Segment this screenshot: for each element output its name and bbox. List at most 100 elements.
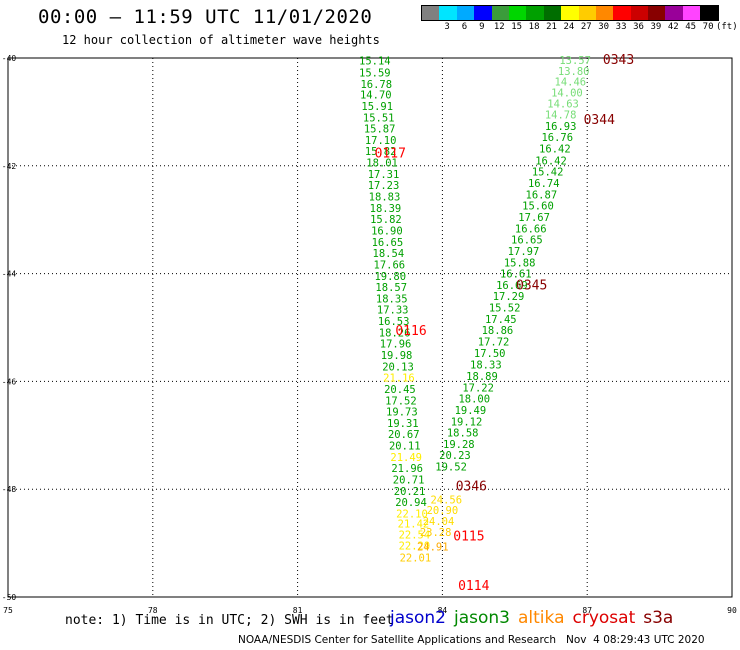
swh-value: 19.73 <box>386 407 418 419</box>
swh-value: 17.72 <box>478 337 510 349</box>
satellite-legend-jason3: jason3 <box>454 608 510 628</box>
footer-credit: NOAA/NESDIS Center for Satellite Applica… <box>238 634 705 646</box>
color-scale-label: 12 <box>493 22 505 32</box>
swh-value: 22.10 <box>396 508 428 520</box>
color-scale-label: 18 <box>528 22 540 32</box>
swh-value: 20.94 <box>395 497 427 509</box>
swh-value: 17.10 <box>365 135 397 147</box>
swh-value: 18.57 <box>375 282 407 294</box>
swh-value: 21.42 <box>398 519 430 531</box>
y-tick-label: -44 <box>2 270 17 279</box>
swh-value: 18.33 <box>470 360 502 372</box>
color-scale-swatch <box>526 6 544 20</box>
color-scale-label: 39 <box>650 22 662 32</box>
page-subtitle: 12 hour collection of altimeter wave hei… <box>62 33 380 47</box>
color-scale-swatch <box>630 6 649 20</box>
swh-value: 19.12 <box>451 416 483 428</box>
swh-value: 18.58 <box>447 428 479 440</box>
color-scale-label: 15 <box>511 22 523 32</box>
map-frame <box>7 57 733 598</box>
swh-value: 16.93 <box>545 121 577 133</box>
swh-value: 17.29 <box>493 291 525 303</box>
swh-value: 18.26 <box>379 327 411 339</box>
swh-value: 17.23 <box>368 180 400 192</box>
swh-value: 16.66 <box>515 223 547 235</box>
swh-value: 18.89 <box>466 371 498 383</box>
swh-value: 18.54 <box>373 248 405 260</box>
swh-value: 19.31 <box>387 418 419 430</box>
swh-value: 20.11 <box>389 441 421 453</box>
footer-note: note: 1) Time is in UTC; 2) SWH is in fe… <box>65 613 394 628</box>
swh-value: 16.69 <box>496 280 528 292</box>
swh-value: 19.80 <box>374 271 406 283</box>
swh-value: 17.33 <box>377 305 409 317</box>
swh-value: 15.60 <box>522 201 554 213</box>
swh-value: 14.78 <box>545 110 577 122</box>
swh-value: 18.35 <box>376 293 408 305</box>
swh-value: 14.70 <box>360 90 392 102</box>
swh-value: 15.51 <box>363 112 395 124</box>
swh-value: 23.28 <box>420 527 452 539</box>
color-scale-label: 36 <box>633 22 644 32</box>
swh-value: 17.31 <box>368 169 400 181</box>
swh-value: 17.96 <box>380 339 412 351</box>
swh-value: 16.53 <box>378 316 410 328</box>
swh-value: 15.59 <box>359 68 391 80</box>
color-scale-swatch <box>665 6 683 20</box>
y-tick-label: -42 <box>2 162 17 171</box>
color-scale-swatch <box>474 6 492 20</box>
swh-value: 16.65 <box>511 235 543 247</box>
page-title: 00:00 – 11:59 UTC 11/01/2020 <box>38 6 373 28</box>
swh-value: 14.63 <box>547 98 579 110</box>
color-scale-bar <box>421 5 719 21</box>
x-tick-label: 84 <box>438 606 448 615</box>
satellite-legend-altika: altika <box>518 608 565 628</box>
satellite-legend-cryosat: cryosat <box>572 608 636 628</box>
swh-value: 17.50 <box>474 348 506 360</box>
color-scale-swatch <box>648 6 666 20</box>
satellite-legend-jason2: jason2 <box>390 608 446 628</box>
pass-time-label: 0345 <box>516 278 547 293</box>
swh-value: 17.67 <box>518 212 550 224</box>
pass-time-label: 0114 <box>458 579 489 594</box>
swh-value: 19.49 <box>455 405 487 417</box>
swh-value: 16.61 <box>500 269 532 281</box>
color-scale-label: 9 <box>479 22 485 32</box>
swh-value: 17.97 <box>508 246 540 258</box>
x-tick-label: 87 <box>582 606 592 615</box>
swh-value: 15.82 <box>365 146 397 158</box>
color-scale-swatch <box>682 6 701 20</box>
swh-value: 20.21 <box>394 486 426 498</box>
color-scale-unit: (ft) <box>715 22 738 32</box>
y-tick-label: -48 <box>2 485 17 494</box>
y-tick-label: -40 <box>2 54 17 63</box>
swh-value: 15.82 <box>370 214 402 226</box>
swh-value: 16.90 <box>371 225 403 237</box>
swh-value: 20.67 <box>388 429 420 441</box>
swh-value: 19.28 <box>443 439 475 451</box>
color-scale-label: 45 <box>685 22 697 32</box>
swh-value: 19.98 <box>381 350 413 362</box>
swh-value: 20.23 <box>439 450 471 462</box>
satellite-legend-s3a: s3a <box>643 608 674 628</box>
color-scale-label: 3 <box>444 22 450 32</box>
x-tick-label: 75 <box>3 606 13 615</box>
color-scale-swatch <box>595 6 614 20</box>
swh-value: 16.76 <box>541 132 573 144</box>
pass-time-label: 0117 <box>375 146 406 161</box>
swh-value: 18.01 <box>366 158 398 170</box>
swh-value: 18.86 <box>482 325 514 337</box>
x-tick-label: 78 <box>148 606 158 615</box>
color-scale-swatch <box>543 6 562 20</box>
y-tick-label: -50 <box>2 593 17 602</box>
pass-time-label: 0343 <box>603 53 634 68</box>
swh-value: 20.71 <box>393 474 425 486</box>
swh-value: 22.29 <box>399 540 431 552</box>
swh-value: 16.74 <box>528 178 560 190</box>
swh-value: 17.66 <box>374 259 406 271</box>
pass-time-label: 0344 <box>584 113 615 128</box>
swh-value: 19.52 <box>435 462 467 474</box>
swh-value: 20.45 <box>384 384 416 396</box>
color-scale-swatch <box>508 6 527 20</box>
color-scale-swatch <box>422 6 440 20</box>
